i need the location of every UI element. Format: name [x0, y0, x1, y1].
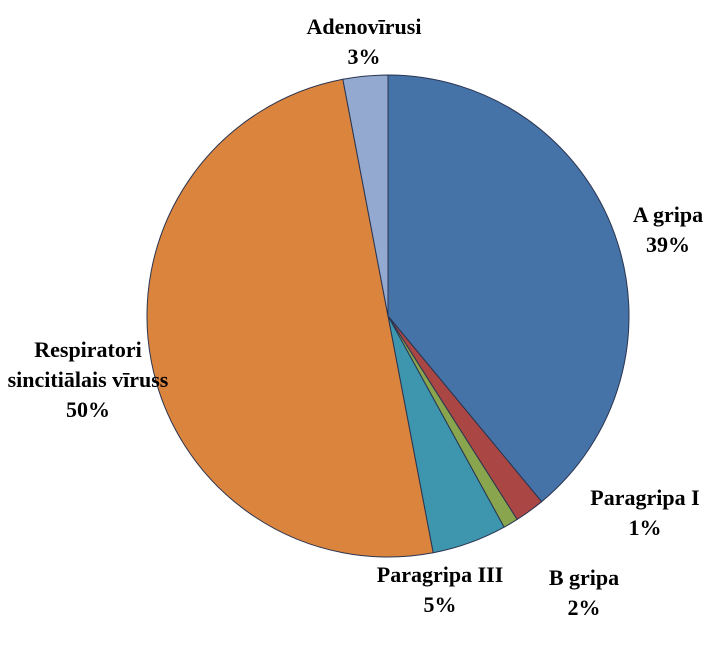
pie-slice: [342, 74, 389, 317]
category-label: Paragripa III: [376, 562, 504, 587]
value-label: 2%: [567, 595, 601, 620]
value-label: 5%: [423, 592, 457, 617]
value-label: 39%: [646, 232, 690, 257]
category-label: A gripa: [632, 202, 704, 227]
slice-label: Paragripa I 1%: [565, 483, 725, 543]
category-label: Paragripa I: [590, 485, 700, 510]
category-label: B gripa: [548, 565, 620, 590]
slice-label: Respiratori sincitiālais vīruss 50%: [1, 335, 176, 425]
slice-label: B gripa 2%: [524, 563, 644, 623]
slice-label: Adenovīrusi 3%: [284, 12, 444, 72]
value-label: 3%: [347, 44, 381, 69]
pie-slice: [387, 74, 630, 503]
slice-label: Paragripa III 5%: [375, 560, 505, 620]
category-label: Respiratori sincitiālais vīruss: [7, 337, 169, 392]
slice-label: A gripa 39%: [608, 200, 726, 260]
value-label: 1%: [628, 515, 662, 540]
category-label: Adenovīrusi: [306, 14, 422, 39]
value-label: 50%: [66, 397, 110, 422]
pie-slice: [146, 78, 434, 558]
